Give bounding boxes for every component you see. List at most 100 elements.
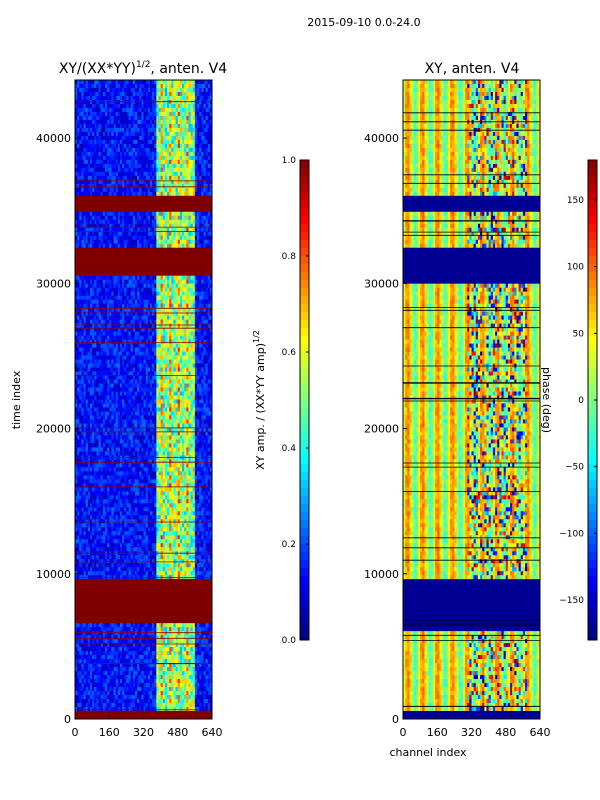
heatmap-cell <box>203 283 206 289</box>
heatmap-cell <box>197 199 200 205</box>
heatmap-cell <box>81 135 84 141</box>
heatmap-cell <box>139 211 142 217</box>
heatmap-cell <box>137 283 140 289</box>
heatmap-cell <box>209 227 213 233</box>
heatmap-cell <box>113 215 117 221</box>
heatmap-cell <box>143 159 147 165</box>
heatmap-cell <box>167 287 170 293</box>
heatmap-cell <box>175 275 179 281</box>
heatmap-cell <box>100 119 104 125</box>
heatmap-cell <box>119 95 123 101</box>
heatmap-cell <box>94 151 97 157</box>
heatmap-cell <box>194 167 198 173</box>
heatmap-cell <box>207 163 211 169</box>
heatmap-cell <box>100 99 104 105</box>
heatmap-cell <box>100 87 104 93</box>
heatmap-cell <box>154 287 157 293</box>
heatmap-cell <box>117 139 121 145</box>
heatmap-cell <box>89 279 93 285</box>
heatmap-cell <box>152 119 155 125</box>
heatmap-cell <box>167 111 170 117</box>
heatmap-cell <box>182 223 185 229</box>
heatmap-cell <box>111 179 114 185</box>
heatmap-cell <box>173 131 177 137</box>
heatmap-cell <box>173 163 177 169</box>
heatmap-cell <box>137 175 140 181</box>
heatmap-cell <box>109 247 112 253</box>
heatmap-cell <box>117 247 121 253</box>
heatmap-cell <box>177 155 181 161</box>
heatmap-cell <box>83 159 87 165</box>
heatmap-cell <box>188 311 191 317</box>
heatmap-cell <box>149 255 153 261</box>
heatmap-cell <box>102 215 106 221</box>
heatmap-cell <box>188 251 191 257</box>
heatmap-cell <box>201 259 204 265</box>
heatmap-cell <box>209 147 213 153</box>
heatmap-cell <box>141 235 144 241</box>
heatmap-cell <box>145 283 149 289</box>
heatmap-cell <box>184 267 187 273</box>
heatmap-cell <box>83 167 87 173</box>
heatmap-cell <box>162 147 166 153</box>
heatmap-cell <box>130 80 134 85</box>
heatmap-cell <box>143 283 147 289</box>
heatmap-cell <box>87 91 91 97</box>
heatmap-cell <box>77 155 80 161</box>
heatmap-cell <box>89 211 93 217</box>
heatmap-cell <box>184 191 187 197</box>
heatmap-cell <box>87 155 91 161</box>
heatmap-cell <box>87 103 91 109</box>
heatmap-cell <box>132 171 136 177</box>
heatmap-cell <box>96 167 99 173</box>
heatmap-cell <box>190 303 194 309</box>
heatmap-cell <box>209 299 213 305</box>
heatmap-cell <box>182 207 185 213</box>
heatmap-cell <box>83 267 87 273</box>
heatmap-cell <box>77 279 80 285</box>
heatmap-cell <box>199 155 202 161</box>
heatmap-cell <box>77 131 80 137</box>
heatmap-cell <box>162 283 166 289</box>
heatmap-cell <box>113 115 117 121</box>
heatmap-cell <box>119 311 123 317</box>
heatmap-cell <box>137 143 140 149</box>
heatmap-cell <box>139 295 142 301</box>
heatmap-cell <box>190 80 194 85</box>
heatmap-cell <box>169 123 172 129</box>
heatmap-cell <box>134 147 138 153</box>
heatmap-cell <box>100 95 104 101</box>
heatmap-cell <box>130 227 134 233</box>
heatmap-cell <box>156 315 159 321</box>
heatmap-cell <box>203 311 206 317</box>
heatmap-cell <box>203 243 206 249</box>
heatmap-cell <box>162 119 166 125</box>
heatmap-cell <box>87 139 91 145</box>
heatmap-cell <box>192 223 196 229</box>
heatmap-cell <box>143 287 147 293</box>
heatmap-cell <box>156 115 159 121</box>
heatmap-cell <box>149 283 153 289</box>
heatmap-cell <box>126 95 129 101</box>
heatmap-cell <box>87 83 91 89</box>
heatmap-cell <box>89 255 93 261</box>
heatmap-cell <box>184 187 187 193</box>
heatmap-cell <box>175 195 179 201</box>
heatmap-cell <box>102 227 106 233</box>
heatmap-cell <box>94 87 97 93</box>
heatmap-cell <box>141 287 144 293</box>
heatmap-cell <box>137 87 140 93</box>
heatmap-cell <box>186 259 189 265</box>
heatmap-cell <box>126 255 129 261</box>
heatmap-cell <box>83 143 87 149</box>
heatmap-cell <box>124 311 127 317</box>
heatmap-cell <box>87 223 91 229</box>
heatmap-cell <box>197 247 200 253</box>
heatmap-cell <box>207 155 211 161</box>
heatmap-cell <box>96 219 99 225</box>
heatmap-cell <box>119 91 123 97</box>
heatmap-cell <box>145 235 149 241</box>
heatmap-cell <box>132 259 136 265</box>
heatmap-cell <box>158 211 162 217</box>
heatmap-cell <box>94 155 97 161</box>
